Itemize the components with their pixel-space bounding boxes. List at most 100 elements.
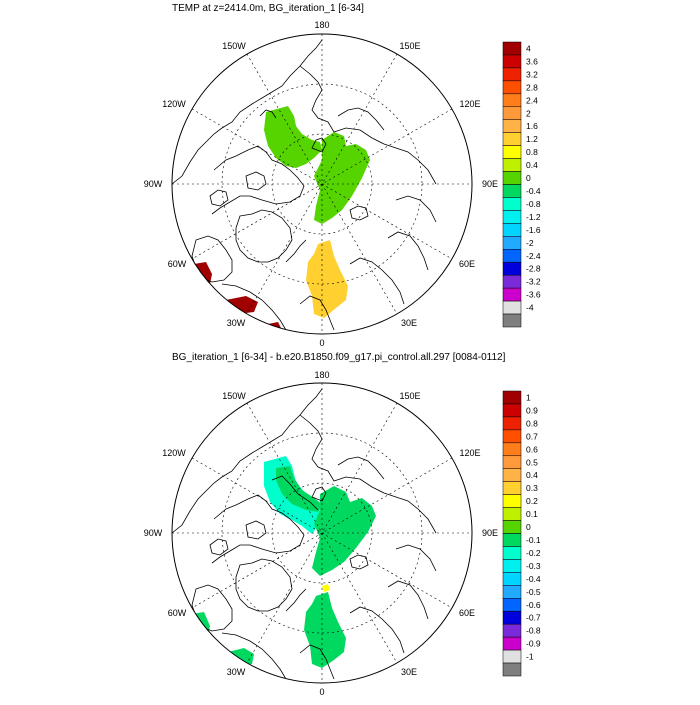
colorbar-swatch: [502, 546, 522, 560]
panel-2-map: 180 150E 120E 90E 60E 30E 0 30W 60W 90W …: [144, 370, 498, 697]
colorbar-label: 1: [526, 392, 531, 402]
colorbar-swatch: [502, 80, 522, 95]
lon-label: 150E: [399, 41, 420, 51]
panel-2-title: BG_iteration_1 [6-34] - b.e20.B1850.f09_…: [172, 352, 506, 363]
lon-label: 150W: [222, 41, 246, 51]
colorbar-label: 0: [526, 173, 531, 183]
colorbar-label: -0.8: [526, 626, 541, 636]
colorbar-label: -0.1: [526, 535, 541, 545]
lon-labels-1: 180 150E 120E 90E 60E 30E 0 30W 60W 90W …: [144, 20, 498, 348]
coastlines-1: [172, 39, 437, 331]
colorbar-swatch: [502, 210, 522, 224]
colorbar-label: -0.8: [526, 199, 541, 209]
colorbar-swatch: [502, 598, 522, 612]
colorbar-label: 2.4: [526, 95, 538, 105]
coastlines-2: [172, 388, 437, 680]
positive-diff-alaska: [276, 466, 322, 512]
colorbar-swatch: [502, 300, 522, 315]
lon-label: 30W: [227, 667, 246, 677]
colorbar-swatch: [502, 236, 522, 250]
colorbar-label: -3.6: [526, 290, 541, 300]
lon-label: 60W: [168, 259, 187, 269]
colorbar-swatch: [502, 197, 522, 211]
map-boundary-1: [171, 33, 473, 335]
graticule-2: [172, 383, 472, 683]
map-boundary-2: [171, 382, 473, 684]
colorbar-label: -0.2: [526, 548, 541, 558]
colorbar-label: 0.1: [526, 509, 538, 519]
lon-label: 120W: [162, 99, 186, 109]
lon-label: 120E: [459, 99, 480, 109]
colorbar-label: 0.7: [526, 431, 538, 441]
colorbar-label: 2: [526, 108, 531, 118]
colorbar-swatch: [502, 171, 522, 185]
lon-label: 60E: [459, 259, 475, 269]
lon-label: 150E: [399, 391, 420, 401]
colorbar-label: -0.7: [526, 613, 541, 623]
colorbar-swatch: [502, 287, 522, 302]
colorbar-swatch: [502, 93, 522, 108]
colorbar-swatch: [502, 54, 522, 69]
colorbar-swatch: [502, 106, 522, 120]
lon-label: 150W: [222, 391, 246, 401]
colorbar-label: 2.8: [526, 82, 538, 92]
colorbar-label: 0.4: [526, 470, 538, 480]
colorbar-label: -0.6: [526, 600, 541, 610]
colorbar-label: 4: [526, 43, 531, 53]
colorbar-label: -0.5: [526, 587, 541, 597]
colorbar-swatch: [502, 261, 522, 276]
lon-label: 180: [314, 370, 329, 380]
colorbar-label: 0.5: [526, 457, 538, 467]
positive-anomaly-labrador: [268, 322, 282, 332]
lon-label: 30W: [227, 318, 246, 328]
colorbar-swatch: [502, 481, 522, 495]
positive-diff-barents: [304, 592, 346, 668]
lon-label: 30E: [401, 318, 417, 328]
lon-label: 90E: [482, 179, 498, 189]
colorbar-label: 1.6: [526, 121, 538, 131]
colorbar-label: -2.4: [526, 251, 541, 261]
colorbar-label: -3.2: [526, 277, 541, 287]
colorbar-label: 0: [526, 522, 531, 532]
colorbar-swatch: [502, 403, 522, 418]
colorbar-swatch: [502, 274, 522, 289]
positive-anomaly-barents: [306, 240, 348, 318]
lon-label: 90W: [144, 179, 163, 189]
colorbar-swatch: [502, 145, 522, 159]
lon-labels-2: 180 150E 120E 90E 60E 30E 0 30W 60W 90W …: [144, 370, 498, 697]
colorbar-label: -2.8: [526, 264, 541, 274]
colorbar-label: -2: [526, 238, 534, 248]
lon-label: 30E: [401, 667, 417, 677]
positive-diff-labrador: [228, 648, 254, 666]
colorbar-swatch: [502, 494, 522, 508]
colorbar-swatch: [502, 158, 522, 172]
lon-label: 90E: [482, 528, 498, 538]
colorbar-label: -4: [526, 303, 534, 313]
colorbar-1: 4 3.6 3.2 2.8 2.4 2 1.6 1.2 0.8 0.4 0 -0.4 -0.8 -1.2 -…: [502, 41, 541, 328]
colorbar-label: -1: [526, 652, 534, 662]
colorbar-swatch: [502, 41, 522, 56]
colorbar-label: -0.3: [526, 561, 541, 571]
lon-label: 0: [319, 338, 324, 348]
colorbar-label: 0.2: [526, 496, 538, 506]
lon-label: 0: [319, 687, 324, 697]
colorbar-label: 3.2: [526, 69, 538, 79]
colorbar-swatch: [502, 67, 522, 82]
colorbar-swatch: [502, 184, 522, 198]
colorbar-swatch: [502, 585, 522, 599]
colorbar-label: -1.6: [526, 225, 541, 235]
colorbar-label: 0.6: [526, 444, 538, 454]
colorbar-swatch: [502, 623, 522, 638]
colorbar-swatch: [502, 249, 522, 263]
colorbar-swatch: [502, 119, 522, 133]
colorbar-swatch: [502, 636, 522, 651]
colorbar-swatch: [502, 559, 522, 573]
lon-label: 120W: [162, 448, 186, 458]
positive-anomaly-alaska: [264, 106, 322, 168]
colorbar-swatch: [502, 132, 522, 146]
colorbar-swatch: [502, 390, 522, 405]
colorbar-label: -0.4: [526, 574, 541, 584]
colorbar-label: 0.3: [526, 483, 538, 493]
colorbar-label: 1.2: [526, 134, 538, 144]
colorbar-swatch: [502, 416, 522, 431]
